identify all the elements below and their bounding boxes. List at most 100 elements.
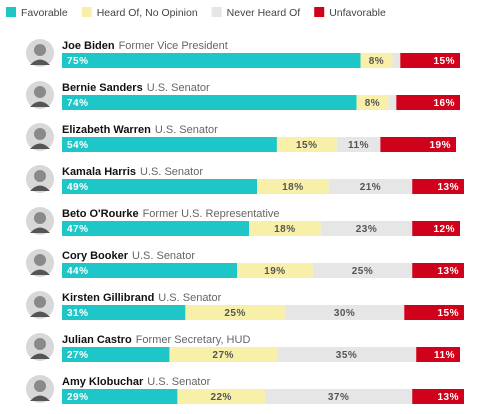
bar-segment (312, 263, 413, 278)
bar-segment (257, 179, 329, 194)
legend-label: Never Heard Of (227, 7, 301, 19)
value-label: 13% (437, 266, 459, 277)
bar-segment (388, 95, 397, 110)
value-label: 16% (433, 98, 455, 109)
avatar-body (30, 311, 50, 317)
legend-label: Unfavorable (329, 7, 386, 19)
value-label: 25% (352, 266, 374, 277)
avatar-head (34, 128, 46, 140)
avatar-body (30, 395, 50, 401)
avatar-body (30, 353, 50, 359)
bar-segment (412, 221, 460, 236)
bar-segment (412, 179, 464, 194)
avatar-head (34, 338, 46, 350)
avatar-head (34, 170, 46, 182)
avatar-head (34, 212, 46, 224)
bar-segment (249, 221, 321, 236)
bar-segment (412, 389, 464, 404)
value-label: 35% (336, 350, 358, 361)
avatar-body (30, 101, 50, 107)
avatar-body (30, 227, 50, 233)
avatar-head (34, 86, 46, 98)
avatar-head (34, 380, 46, 392)
candidate-name: Bernie Sanders (62, 82, 143, 94)
value-label: 37% (328, 392, 350, 403)
value-label: 22% (210, 392, 232, 403)
legend-swatch (6, 7, 16, 17)
bar-segment (356, 95, 389, 110)
bar-segment (62, 53, 361, 68)
value-label: 12% (433, 224, 455, 235)
bar-segment (320, 221, 413, 236)
candidate-title: U.S. Senator (147, 376, 210, 388)
value-label: 31% (67, 308, 89, 319)
value-label: 15% (437, 308, 459, 319)
value-label: 23% (356, 224, 378, 235)
bar-segment (392, 53, 401, 68)
bar-segment (185, 305, 285, 320)
avatar-body (30, 185, 50, 191)
legend-swatch (81, 7, 92, 17)
value-label: 29% (67, 392, 89, 403)
bar-segment (62, 95, 357, 110)
value-label: 25% (224, 308, 246, 319)
bar-segment (62, 263, 238, 278)
candidate-title: Former Vice President (119, 40, 228, 52)
value-label: 15% (296, 140, 318, 151)
candidate-name: Elizabeth Warren (62, 124, 151, 136)
value-label: 15% (433, 56, 455, 67)
value-label: 47% (67, 224, 89, 235)
value-label: 19% (430, 140, 452, 151)
legend-swatch (314, 7, 325, 17)
bar-segment (404, 305, 464, 320)
value-label: 13% (437, 392, 459, 403)
value-label: 27% (67, 350, 89, 361)
candidate-title: U.S. Senator (158, 292, 221, 304)
value-label: 11% (434, 350, 455, 361)
value-label: 11% (348, 140, 369, 151)
avatar-head (34, 296, 46, 308)
bar-segment (380, 137, 457, 152)
candidate-name: Joe Biden (62, 40, 115, 52)
bar-segment (328, 179, 413, 194)
legend-swatch (211, 7, 222, 17)
candidate-name: Kamala Harris (62, 166, 136, 178)
candidate-name: Cory Booker (62, 250, 129, 262)
bar-segment (237, 263, 313, 278)
avatar-body (30, 269, 50, 275)
bar-segment (276, 137, 337, 152)
bar-segment (416, 347, 460, 362)
bar-segment (400, 53, 460, 68)
value-label: 27% (212, 350, 234, 361)
bar-segment (276, 347, 417, 362)
avatar-body (30, 59, 50, 65)
value-label: 21% (360, 182, 382, 193)
bar-segment (284, 305, 405, 320)
candidate-name: Amy Klobuchar (62, 376, 144, 388)
value-label: 74% (67, 98, 89, 109)
candidate-title: U.S. Senator (147, 82, 210, 94)
candidate-title: U.S. Senator (132, 250, 195, 262)
value-label: 44% (67, 266, 89, 277)
candidate-title: Former Secretary, HUD (136, 334, 251, 346)
bar-segment (62, 347, 170, 362)
bar-segment (177, 389, 265, 404)
value-label: 18% (274, 224, 296, 235)
candidate-name: Kirsten Gillibrand (62, 292, 154, 304)
value-label: 30% (334, 308, 356, 319)
bar-segment (62, 179, 258, 194)
value-label: 19% (264, 266, 286, 277)
value-label: 18% (282, 182, 304, 193)
bar-segment (62, 221, 250, 236)
candidate-title: Former U.S. Representative (143, 208, 280, 220)
candidate-name: Julian Castro (62, 334, 132, 346)
bar-segment (264, 389, 413, 404)
bar-segment (62, 137, 277, 152)
candidate-name: Beto O'Rourke (62, 208, 139, 220)
legend-label: Heard Of, No Opinion (97, 7, 198, 19)
candidate-title: U.S. Senator (155, 124, 218, 136)
value-label: 8% (369, 56, 384, 67)
candidate-title: U.S. Senator (140, 166, 203, 178)
bar-segment (412, 263, 464, 278)
